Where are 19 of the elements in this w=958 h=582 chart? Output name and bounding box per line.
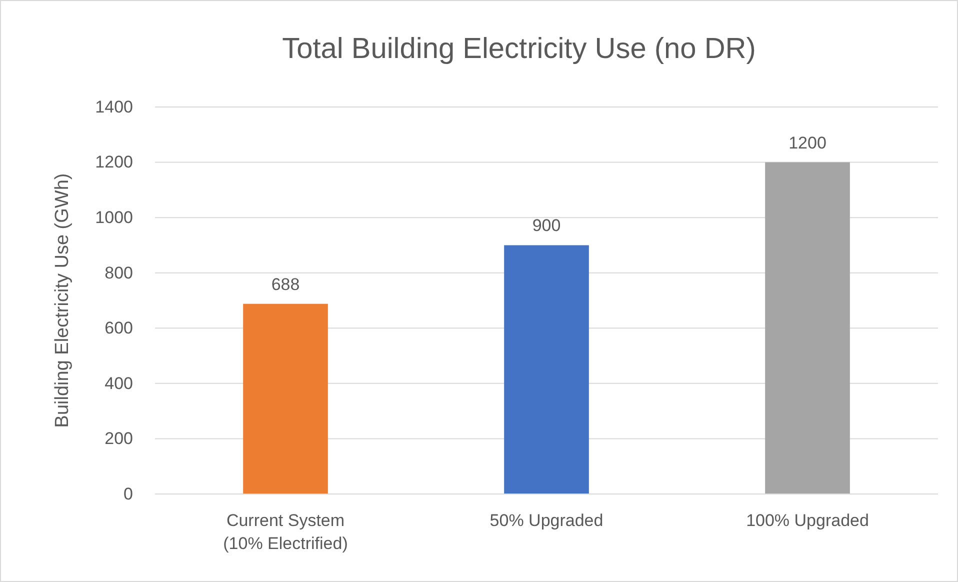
y-tick-label: 800 bbox=[104, 263, 133, 282]
y-tick-label: 1000 bbox=[95, 208, 133, 228]
bar bbox=[243, 304, 328, 494]
data-label: 900 bbox=[532, 216, 561, 236]
chart-title: Total Building Electricity Use (no DR) bbox=[282, 33, 756, 65]
y-tick-label: 600 bbox=[104, 318, 133, 338]
y-tick-label: 1400 bbox=[95, 97, 133, 116]
x-tick-label: 100% Upgraded bbox=[746, 511, 869, 530]
x-tick-label: 50% Upgraded bbox=[490, 511, 604, 530]
y-tick-label: 1200 bbox=[95, 152, 133, 172]
x-tick-label: Current System (10% Electrified) bbox=[223, 511, 348, 554]
data-label: 688 bbox=[271, 274, 300, 294]
bar bbox=[504, 245, 589, 494]
y-axis-title: Building Electricity Use (GWh) bbox=[52, 173, 73, 428]
bar bbox=[765, 162, 850, 494]
data-label: 1200 bbox=[788, 133, 826, 152]
y-tick-label: 200 bbox=[104, 429, 133, 448]
y-tick-label: 0 bbox=[124, 484, 133, 504]
y-tick-label: 400 bbox=[104, 374, 133, 393]
